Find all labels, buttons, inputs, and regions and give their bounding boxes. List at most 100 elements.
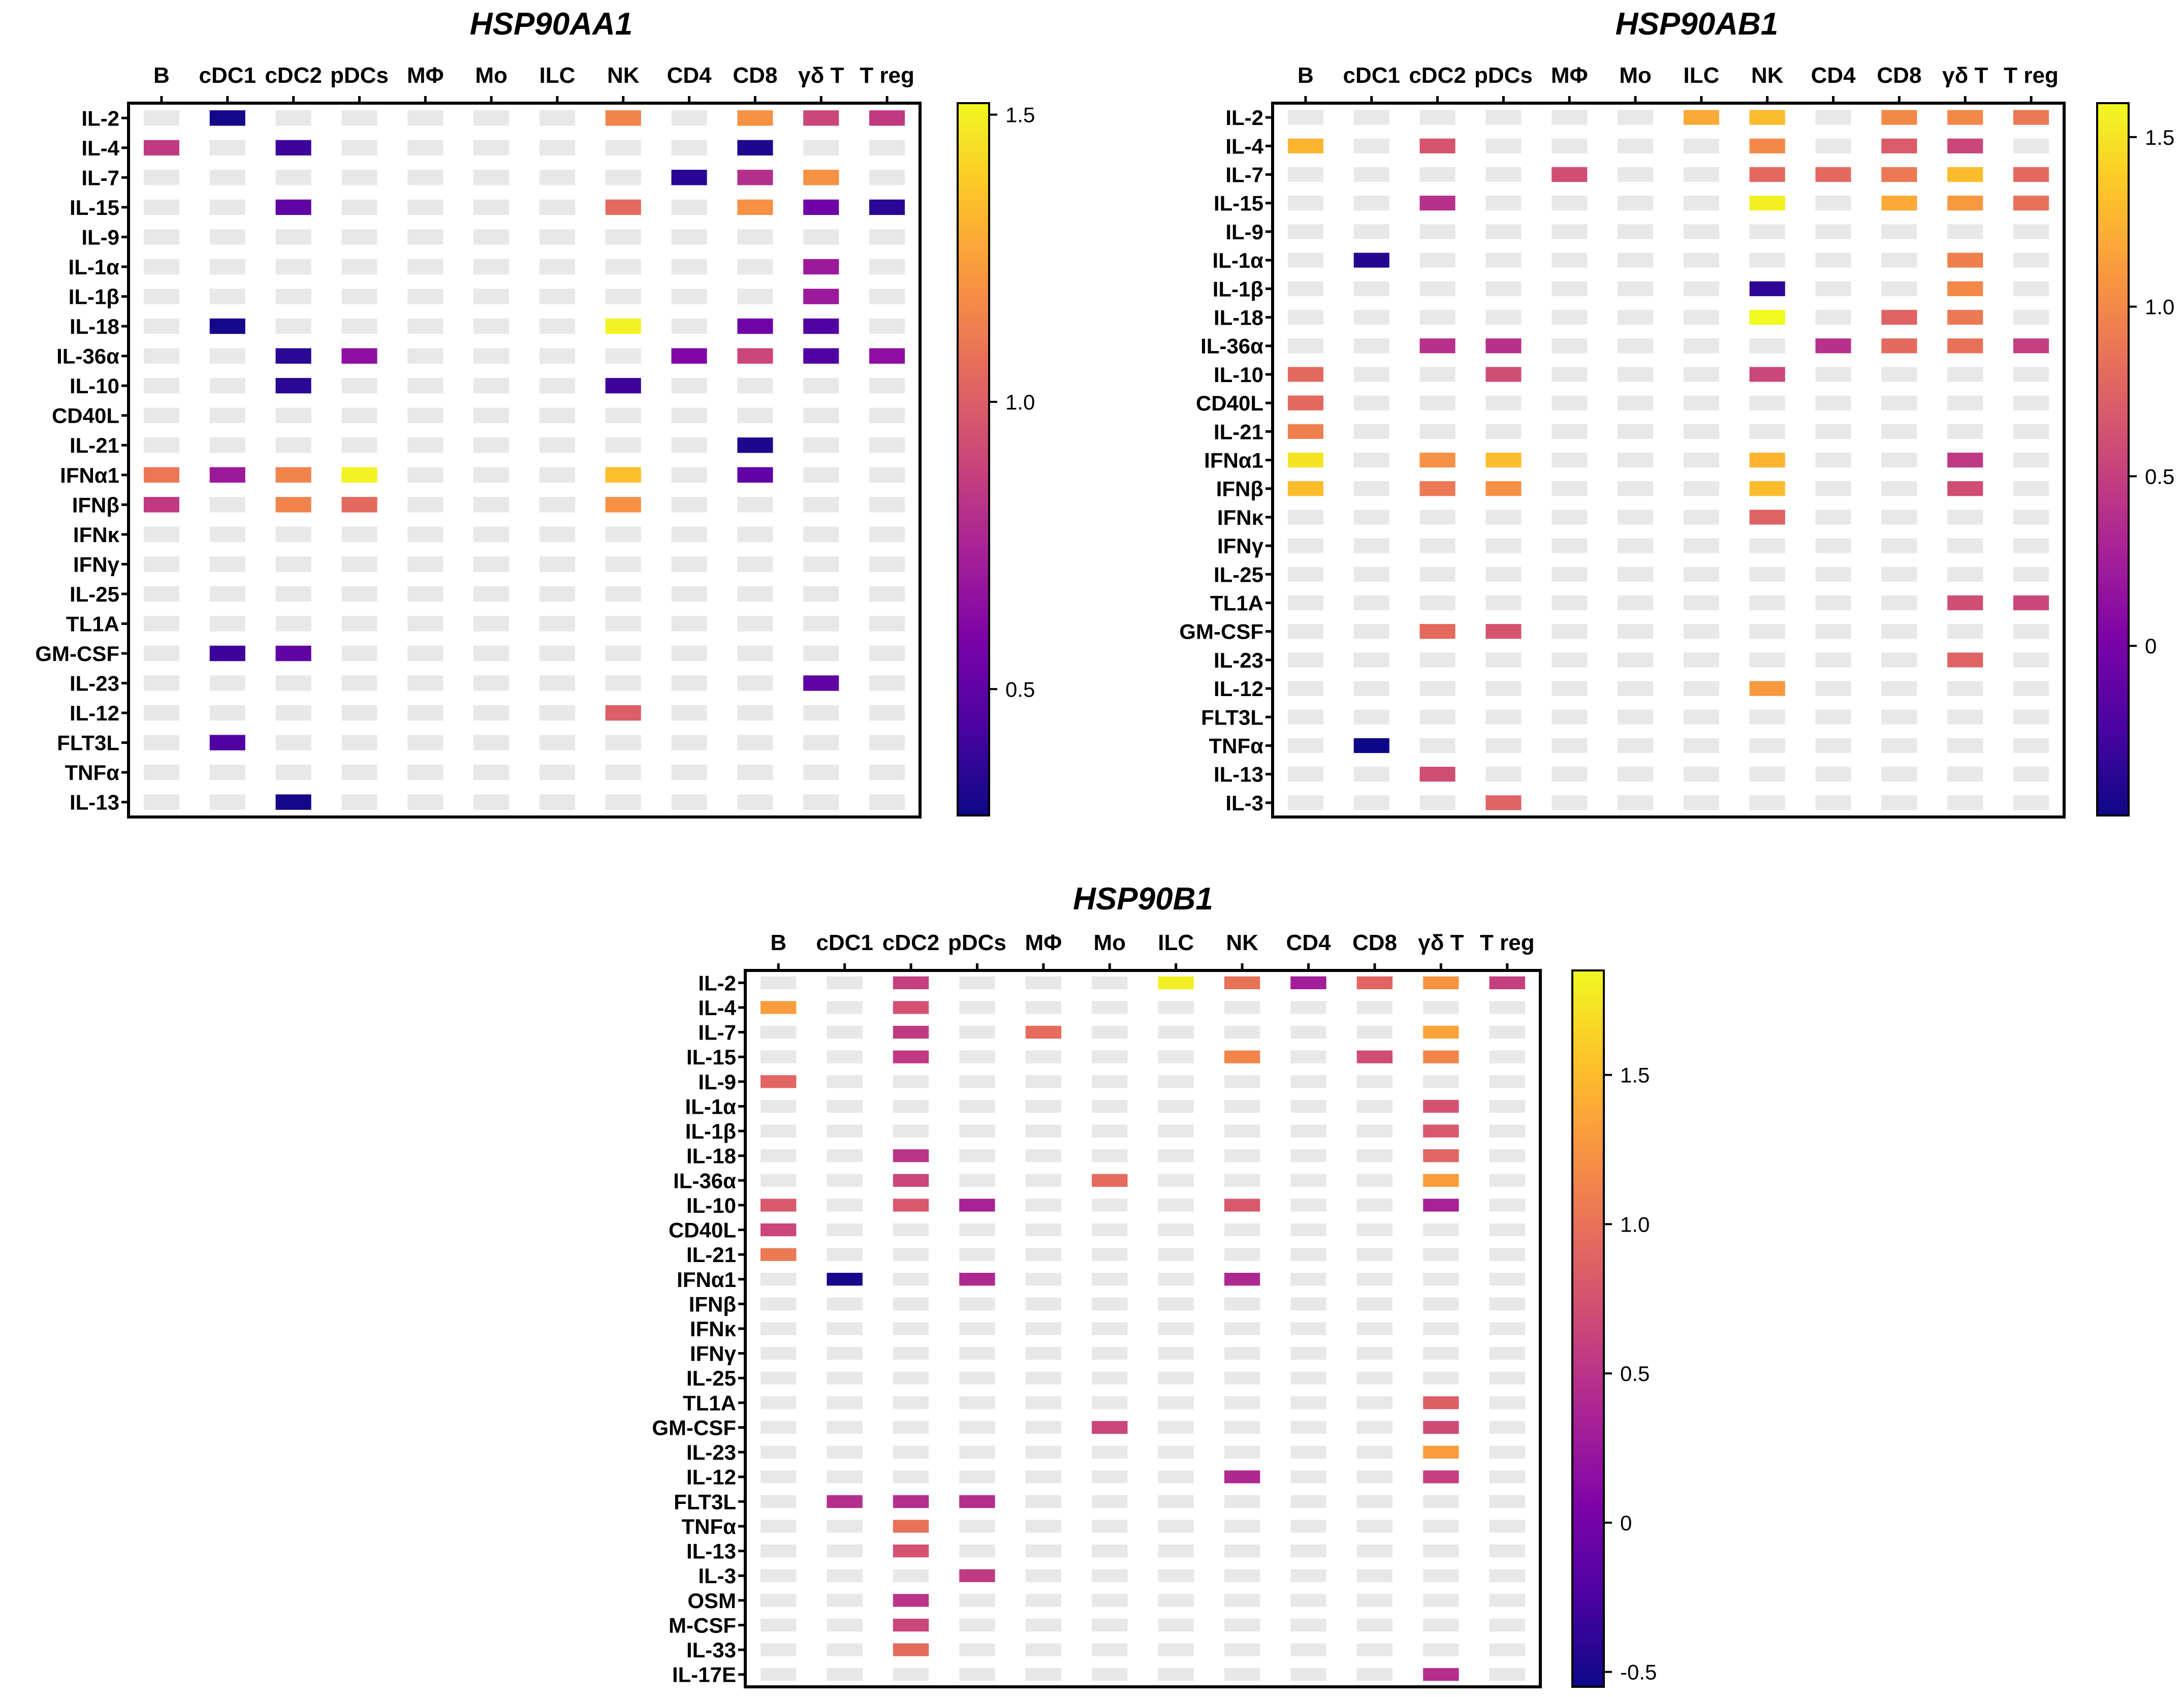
heatmap-cell-empty [1423, 1322, 1459, 1335]
heatmap-cell-empty [1815, 795, 1851, 810]
heatmap-cell-empty [473, 705, 510, 721]
heatmap-cell-empty [1683, 138, 1719, 153]
heatmap-panel: HSP90AB1 B cDC1 cDC2 pDCs MΦ Mo ILC NK CD4 CD8 γδ T… [1179, 7, 2174, 819]
heatmap-cell-empty [473, 437, 510, 453]
heatmap-cell-empty [2013, 767, 2049, 782]
heatmap-cell [1224, 976, 1260, 989]
heatmap-cell [1749, 510, 1785, 525]
heatmap-cell-empty [407, 794, 444, 810]
heatmap-cell-empty [275, 259, 311, 275]
heatmap-cell-empty [1489, 1396, 1525, 1409]
heatmap-cell [761, 1075, 797, 1088]
heatmap-cell [1423, 1174, 1459, 1187]
heatmap-cell-empty [143, 348, 179, 364]
heatmap-cell-empty [1485, 652, 1522, 668]
row-label: IL-4 [81, 136, 119, 160]
heatmap-cell-empty [1947, 424, 1983, 439]
heatmap-cell-empty [1025, 1421, 1062, 1434]
heatmap-cell-empty [1749, 595, 1785, 611]
heatmap-cell-empty [1683, 481, 1719, 496]
heatmap-cell-empty [1158, 1001, 1194, 1014]
heatmap-cell [1419, 624, 1455, 639]
colorbar-tick-label: 0.5 [1005, 677, 1035, 701]
heatmap-cell-empty [1881, 624, 1917, 639]
heatmap-cell-empty [1287, 338, 1323, 354]
heatmap-cell-empty [893, 1445, 929, 1459]
heatmap-cell [1423, 1025, 1459, 1039]
heatmap-cell-empty [473, 765, 510, 780]
heatmap-cell-empty [1224, 1520, 1260, 1533]
heatmap-cell-empty [1290, 1520, 1326, 1533]
heatmap-cell-empty [1224, 1099, 1260, 1113]
row-label: IL-36α [673, 1169, 736, 1192]
heatmap-cell-empty [1618, 196, 1654, 211]
heatmap-cell [893, 1643, 929, 1656]
heatmap-cell-empty [869, 497, 905, 513]
heatmap-cell-empty [1618, 281, 1654, 296]
heatmap-cell-empty [275, 289, 311, 304]
heatmap-cell-empty [275, 110, 311, 126]
heatmap-cell-empty [143, 645, 179, 662]
heatmap-cell-empty [1290, 1297, 1326, 1310]
heatmap-cell [959, 1569, 995, 1582]
heatmap-cell-empty [1356, 1124, 1393, 1138]
heatmap-cell [869, 110, 905, 126]
row-label: TNFα [65, 761, 120, 784]
heatmap-cell-empty [1683, 681, 1719, 696]
heatmap-cell-empty [671, 497, 707, 513]
heatmap-cell-empty [1419, 795, 1455, 810]
heatmap-cell-empty [1618, 338, 1654, 354]
heatmap-cell-empty [737, 735, 773, 750]
heatmap-cell [1419, 138, 1455, 153]
heatmap-cell-empty [1419, 424, 1455, 439]
heatmap-cell-empty [1423, 1618, 1459, 1632]
heatmap-cell-empty [737, 645, 773, 662]
heatmap-cell-empty [671, 259, 707, 275]
heatmap-cell-empty [1683, 595, 1719, 611]
heatmap-cell-empty [1881, 452, 1917, 468]
heatmap-cell-empty [473, 526, 510, 542]
heatmap-cell-empty [1353, 681, 1389, 696]
heatmap-cell-empty [1287, 595, 1323, 611]
heatmap-cell-empty [1025, 1544, 1062, 1558]
heatmap-cell-empty [1290, 1371, 1326, 1385]
heatmap-cell [1423, 1668, 1459, 1681]
heatmap-cell-empty [1552, 424, 1588, 439]
heatmap-cell-empty [959, 1174, 995, 1187]
heatmap-cell [761, 1001, 797, 1014]
heatmap-cell [1815, 338, 1851, 354]
heatmap-cell-empty [737, 259, 773, 275]
heatmap-cell-empty [1815, 281, 1851, 296]
column-label: CD8 [733, 63, 777, 88]
heatmap-cell-empty [275, 318, 311, 334]
row-label: IL-7 [1225, 163, 1263, 187]
heatmap-cell-empty [1025, 976, 1062, 989]
heatmap-cell-empty [1683, 538, 1719, 553]
heatmap-cell-empty [827, 1544, 863, 1558]
heatmap-cell [275, 140, 311, 155]
heatmap-cell-empty [1485, 738, 1522, 753]
heatmap-cell-empty [671, 526, 707, 542]
heatmap-cell-empty [803, 645, 839, 662]
heatmap-cell-empty [1158, 1396, 1194, 1409]
column-label: γδ T [1418, 930, 1464, 955]
heatmap-cell-empty [1353, 595, 1389, 611]
heatmap-cell-empty [1092, 1445, 1128, 1459]
column-label: NK [1226, 930, 1258, 955]
heatmap-cell-empty [1290, 1470, 1326, 1484]
heatmap-cell-empty [1353, 338, 1389, 354]
heatmap-cell-empty [1485, 395, 1522, 411]
row-label: TL1A [683, 1391, 736, 1415]
row-label: IL-25 [1214, 562, 1263, 586]
heatmap-cell-empty [1025, 1001, 1062, 1014]
heatmap-cell [1290, 976, 1326, 989]
heatmap-cell [1749, 681, 1785, 696]
colorbar-tick-label: 0.5 [1620, 1362, 1650, 1386]
heatmap-cell-empty [737, 497, 773, 513]
heatmap-cell-empty [1092, 1001, 1128, 1014]
heatmap-cell-empty [1025, 1347, 1062, 1360]
heatmap-cell-empty [959, 1520, 995, 1533]
heatmap-cell-empty [2013, 681, 2049, 696]
heatmap-cell-empty [1224, 1001, 1260, 1014]
heatmap-cell-empty [209, 259, 245, 275]
